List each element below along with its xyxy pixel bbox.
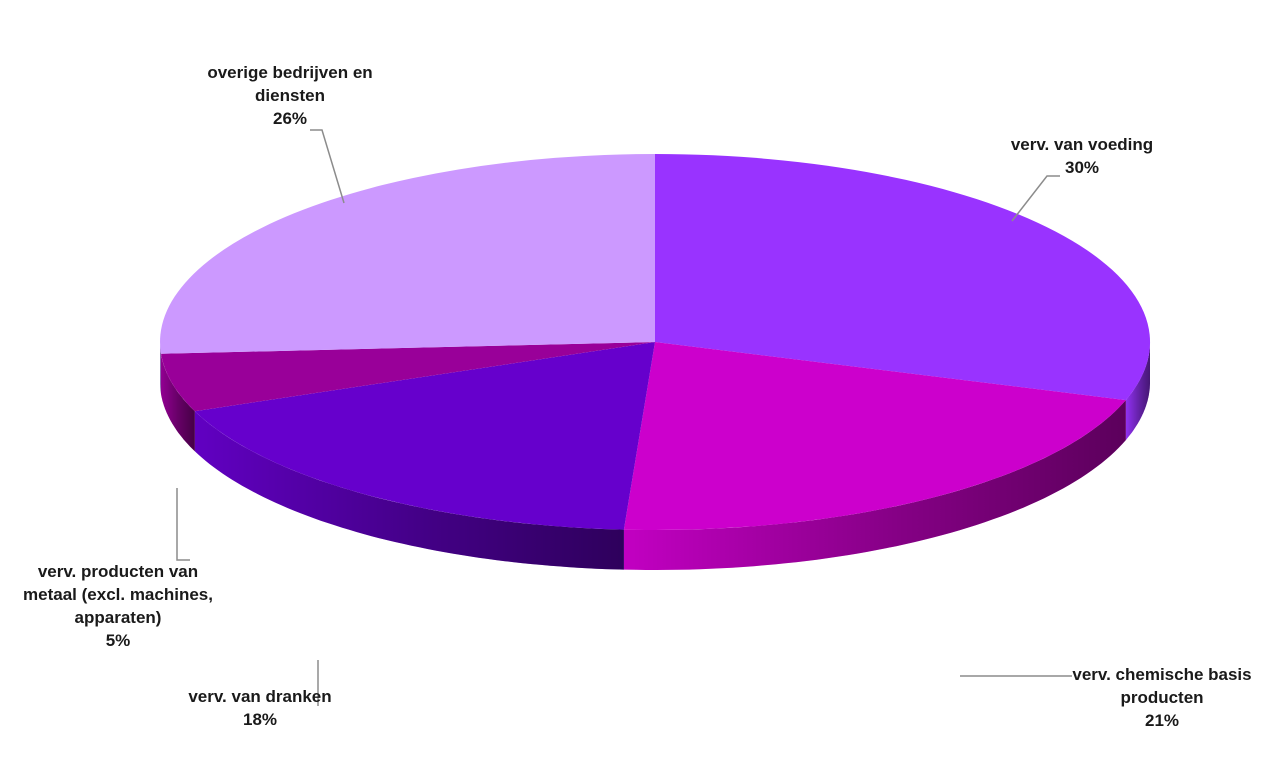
slice-category-label-4: overige bedrijven en xyxy=(207,63,372,82)
slice-value-label-2: 18% xyxy=(243,710,277,729)
slice-category-label-4: diensten xyxy=(255,86,325,105)
pie-slice-3 xyxy=(161,342,655,412)
leader-line-3 xyxy=(176,488,190,561)
pie-slice-4 xyxy=(160,154,656,354)
pie-side-shade-4 xyxy=(160,342,161,394)
leader-line-0 xyxy=(1011,175,1060,222)
pie-side-shade-1 xyxy=(623,400,1126,570)
slice-category-label-3: metaal (excl. machines, xyxy=(23,585,213,604)
slice-category-label-1: producten xyxy=(1120,688,1203,707)
slice-labels: verv. van voeding 30% verv. chemische basi… xyxy=(23,63,1252,730)
pie-slice-2 xyxy=(194,342,656,530)
leader-line-4 xyxy=(310,129,345,204)
slice-category-label-3: verv. producten van xyxy=(38,562,198,581)
pie-sides xyxy=(160,342,1150,570)
slice-value-label-0: 30% xyxy=(1065,158,1099,177)
pie-side-shade-2 xyxy=(194,411,624,570)
slice-value-label-3: 5% xyxy=(106,631,131,650)
pie-slice-0 xyxy=(655,154,1151,401)
pie-tops xyxy=(160,154,1151,530)
slice-category-label-2: verv. van dranken xyxy=(188,687,331,706)
slice-category-label-3: apparaten) xyxy=(75,608,162,627)
slice-value-label-4: 26% xyxy=(273,109,307,128)
pie-side-shade-3 xyxy=(161,353,195,452)
label-leader-lines xyxy=(176,129,1072,706)
slice-category-label-0: verv. van voeding xyxy=(1011,135,1153,154)
slice-category-label-1: verv. chemische basis xyxy=(1072,665,1251,684)
slice-value-label-1: 21% xyxy=(1145,711,1179,730)
pie-side-shade-0 xyxy=(1125,342,1150,441)
pie-slice-1 xyxy=(623,342,1126,530)
